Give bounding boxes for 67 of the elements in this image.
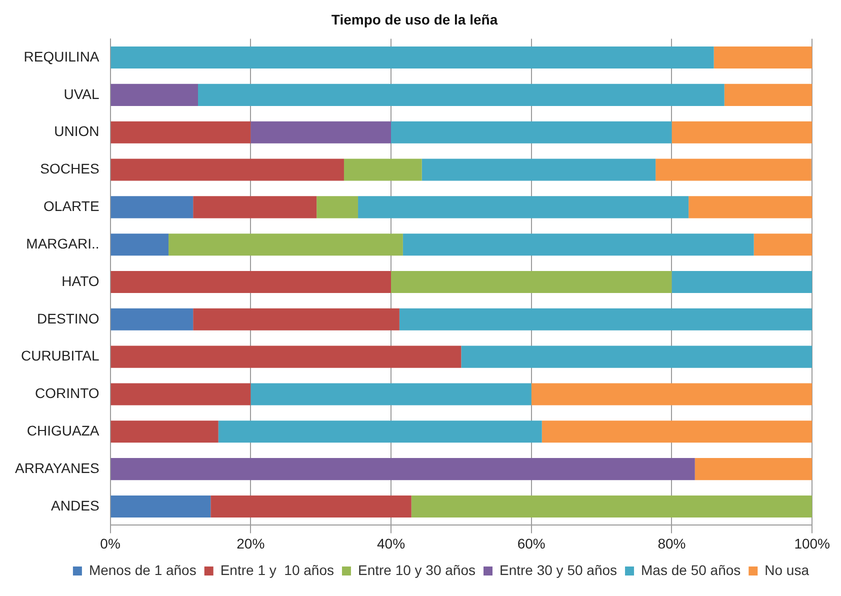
bar (316, 196, 358, 218)
legend-label: Menos de 1 años (88, 562, 196, 578)
x-tick-label: 40% (376, 535, 406, 552)
chart-title: Tiempo de uso de la leña (331, 11, 498, 28)
bar (110, 308, 194, 330)
bar (210, 495, 412, 518)
x-tick-label: 0% (100, 535, 120, 552)
bar (724, 84, 812, 106)
bar (110, 458, 695, 480)
y-tick-label: DESTINO (37, 310, 100, 326)
bar (110, 270, 392, 294)
legend-label: Entre 10 y 30 años (358, 562, 476, 578)
bar (542, 420, 812, 443)
bar (110, 121, 251, 144)
x-tick-label: 100% (794, 535, 830, 552)
y-tick-label: SOCHES (40, 160, 100, 177)
legend-label: Entre 30 y 50 años (500, 562, 618, 578)
bar (531, 383, 812, 406)
y-tick-label: MARGARI.. (26, 235, 100, 252)
y-tick-label: REQUILINA (24, 48, 100, 64)
legend-label: No usa (764, 562, 810, 578)
bar (110, 420, 218, 443)
y-tick-label: HATO (62, 272, 100, 289)
bar (110, 84, 198, 106)
bar (422, 158, 656, 181)
bar (754, 234, 812, 256)
bar (110, 346, 462, 368)
bar (688, 196, 812, 218)
bar (250, 121, 392, 144)
legend-label: Mas de 50 años (641, 562, 741, 578)
bar (218, 420, 542, 443)
bar (193, 196, 317, 218)
y-tick-label: CURUBITAL (20, 348, 100, 364)
bar (461, 346, 812, 368)
y-tick-label: CORINTO (34, 385, 100, 402)
y-tick-label: OLARTE (44, 198, 100, 214)
bar (714, 46, 812, 69)
bar (110, 495, 211, 518)
bar (399, 308, 812, 330)
bar (656, 158, 812, 181)
legend-label: Entre 1 y 10 años (220, 562, 334, 578)
bar (391, 121, 672, 144)
bar (193, 308, 400, 330)
y-tick-label: ARRAYANES (15, 460, 100, 476)
y-tick-label: ANDES (51, 497, 100, 514)
bar (198, 84, 724, 106)
bar (411, 495, 812, 518)
y-tick-label: UNION (54, 123, 100, 140)
bar (672, 121, 812, 144)
x-tick-label: 20% (236, 535, 265, 552)
bar (402, 234, 754, 256)
y-tick-label: CHIGUAZA (26, 422, 100, 439)
bar (110, 383, 251, 406)
bar (344, 158, 422, 181)
bar (168, 234, 403, 256)
y-tick-label: UVAL (64, 86, 100, 102)
bar (694, 458, 812, 480)
x-tick-label: 60% (517, 535, 546, 552)
bar (391, 270, 672, 294)
bar (110, 196, 194, 218)
bar (110, 158, 344, 181)
bar (672, 270, 812, 294)
bar (110, 46, 714, 69)
bar (110, 234, 169, 256)
bar (358, 196, 689, 218)
x-tick-label: 80% (658, 535, 686, 552)
bar (250, 383, 532, 406)
